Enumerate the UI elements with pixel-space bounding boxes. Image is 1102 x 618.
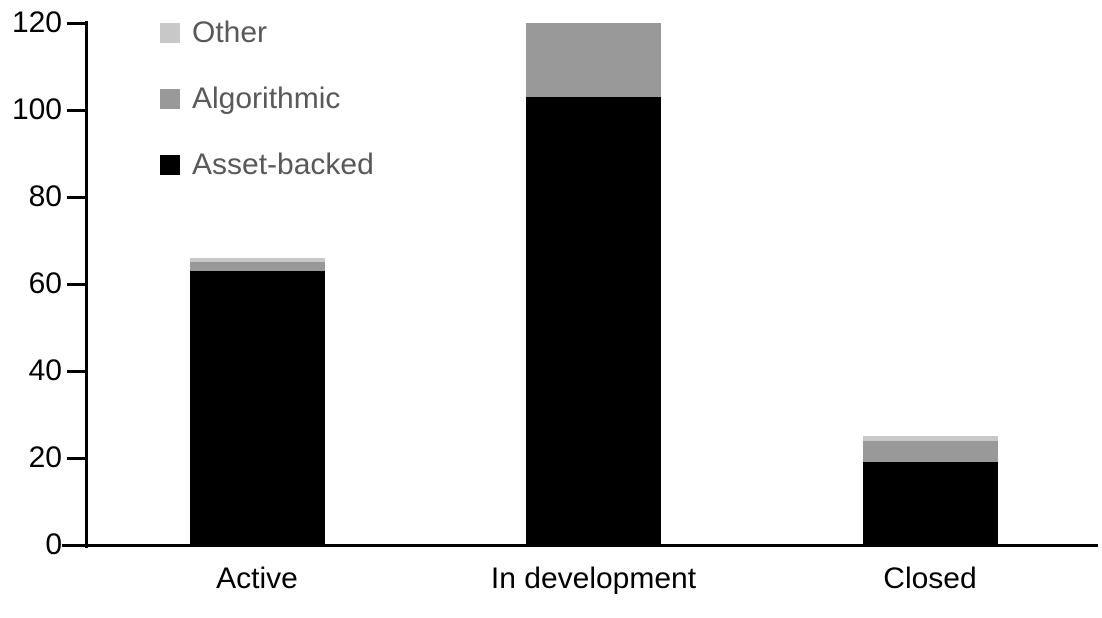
y-tick-label: 120 [11,6,62,39]
bar-segment-other [189,257,325,263]
y-axis-tick [67,195,85,199]
legend-item-asset-backed: Asset-backed [160,150,374,180]
y-tick-label: 40 [28,354,62,387]
y-axis-tick [67,21,85,25]
legend-swatch-asset-backed [160,155,180,175]
legend-label: Algorithmic [192,82,341,115]
bar-segment-asset-backed [526,96,661,545]
category-label-in-development: In development [490,562,697,595]
bar-segment-asset-backed [862,462,998,545]
legend-item-algorithmic: Algorithmic [160,84,340,114]
category-label-active: Active [216,562,298,595]
bar-segment-algorithmic [526,23,661,97]
legend-swatch-other [160,23,180,43]
bar-segment-algorithmic [189,262,325,271]
y-tick-label: 0 [45,528,62,561]
bar-segment-other [862,436,998,441]
y-axis-line [85,21,88,548]
y-tick-label: 80 [28,180,62,213]
bar-segment-algorithmic [862,440,998,463]
y-tick-label: 100 [11,93,62,126]
y-tick-label: 20 [28,441,62,474]
y-axis-tick [67,282,85,286]
bar-segment-asset-backed [189,270,325,545]
legend-swatch-algorithmic [160,89,180,109]
legend-item-other: Other [160,18,267,48]
x-axis-line [62,543,1098,547]
y-axis-tick [67,108,85,112]
y-tick-label: 60 [28,267,62,300]
y-axis-tick [67,456,85,460]
legend-label: Other [192,16,268,49]
category-label-closed: Closed [883,562,977,595]
legend-label: Asset-backed [192,148,374,181]
y-axis-tick [67,369,85,373]
